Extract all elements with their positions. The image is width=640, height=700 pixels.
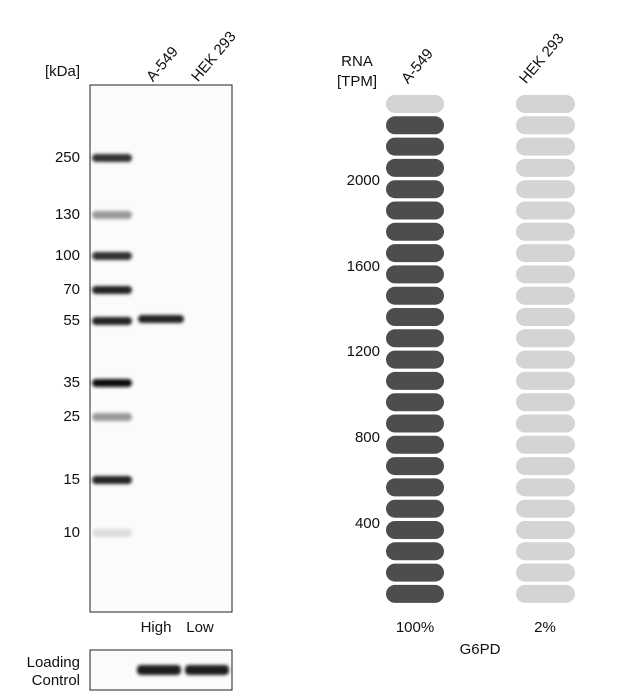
percentage: 2%	[534, 619, 556, 636]
rna-pill	[516, 116, 575, 135]
rna-pill	[516, 201, 575, 220]
rna-pill	[516, 393, 575, 412]
marker-label: 250	[55, 149, 80, 166]
rna-pill	[386, 584, 444, 603]
level-label: High	[141, 619, 172, 636]
rna-pill	[386, 457, 444, 476]
rna-pill	[516, 542, 575, 561]
rna-pill	[516, 584, 575, 603]
rna-pill	[516, 222, 575, 241]
loading-label: Loading	[27, 654, 80, 671]
lane-label: HEK 293	[188, 28, 240, 85]
ladder-band	[92, 529, 132, 537]
rna-pill	[516, 563, 575, 582]
percentage: 100%	[396, 619, 434, 636]
rna-pill	[516, 265, 575, 284]
rna-tick-label: 400	[355, 515, 380, 532]
rna-pill	[386, 116, 444, 135]
rna-pill	[386, 371, 444, 390]
rna-pill	[516, 350, 575, 369]
cell-line-label: A-549	[398, 46, 437, 88]
rna-pill	[516, 371, 575, 390]
rna-tick-label: 1200	[347, 343, 380, 360]
rna-pill	[386, 329, 444, 348]
rna-pill	[386, 435, 444, 454]
gene-label: G6PD	[460, 641, 501, 658]
marker-label: 130	[55, 206, 80, 223]
rna-pill	[386, 137, 444, 156]
rna-pill	[516, 244, 575, 263]
rna-pill	[516, 158, 575, 177]
rna-pill	[386, 180, 444, 199]
loading-label: Control	[32, 672, 80, 689]
ladder-band	[92, 413, 132, 421]
marker-label: 100	[55, 247, 80, 264]
ladder-band	[92, 317, 132, 325]
rna-pill	[516, 457, 575, 476]
marker-label: 25	[63, 408, 80, 425]
ladder-band	[92, 252, 132, 260]
rna-pill	[386, 265, 444, 284]
blot-panel	[89, 84, 233, 613]
rna-tick-label: 2000	[347, 172, 380, 189]
rna-pill	[516, 308, 575, 326]
cell-line-label: HEK 293	[516, 30, 568, 87]
rna-pill	[386, 244, 444, 263]
unit-label: [kDa]	[45, 63, 80, 80]
rna-pill	[386, 308, 444, 326]
rna-pill	[386, 563, 444, 582]
ladder-band	[92, 476, 132, 484]
rna-pill	[386, 393, 444, 412]
rna-tick-label: 1600	[347, 258, 380, 275]
rna-pill	[516, 329, 575, 348]
rna-tick-label: 800	[355, 429, 380, 446]
rna-pill	[516, 521, 575, 539]
loading-band	[185, 665, 229, 675]
loading-band	[137, 665, 181, 675]
rna-pill	[386, 499, 444, 518]
level-label: Low	[186, 619, 214, 636]
marker-label: 70	[63, 281, 80, 298]
ladder-band	[92, 286, 132, 294]
rna-pill	[386, 158, 444, 177]
marker-label: 10	[63, 524, 80, 541]
rna-pill	[386, 95, 444, 113]
rna-pill	[516, 414, 575, 433]
sample-band	[138, 315, 184, 323]
rna-pill	[386, 478, 444, 497]
marker-label: 15	[63, 471, 80, 488]
rna-pill	[386, 542, 444, 561]
rna-pill	[516, 499, 575, 518]
ladder-band	[92, 379, 132, 387]
ladder-band	[92, 154, 132, 162]
rna-pill	[516, 95, 575, 113]
rna-pill	[386, 201, 444, 220]
lane-label: A-549	[143, 44, 182, 86]
rna-label: RNA	[341, 53, 373, 70]
rna-pill	[516, 286, 575, 305]
rna-pill	[386, 521, 444, 539]
marker-label: 55	[63, 312, 80, 329]
ladder-band	[92, 211, 132, 219]
rna-pill	[516, 180, 575, 199]
rna-pill	[516, 137, 575, 156]
rna-pill	[386, 414, 444, 433]
rna-pill	[516, 435, 575, 454]
rna-pill	[386, 350, 444, 369]
rna-pill	[386, 286, 444, 305]
rna-label: [TPM]	[337, 73, 377, 90]
marker-label: 35	[63, 374, 80, 391]
rna-pill	[516, 478, 575, 497]
rna-pill	[386, 222, 444, 241]
